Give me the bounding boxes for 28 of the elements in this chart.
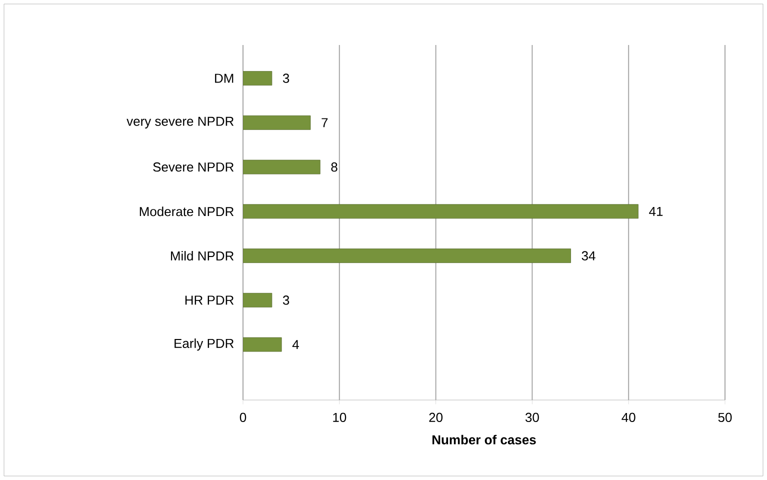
data-label: 7 [322,118,328,128]
x-tick-label: 10 [333,412,346,422]
bar [243,292,272,308]
bar [243,71,272,86]
data-label: 8 [331,162,338,172]
y-tick-label: HR PDR [185,296,234,305]
data-label: 3 [282,74,290,83]
x-tick-label: 20 [429,412,443,422]
y-tick-label: very severe NPDR [126,116,234,128]
bar [243,115,311,130]
y-tick-label: DM [215,74,234,83]
bar [243,248,571,263]
y-tick-label: Moderate NPDR [140,206,234,216]
bar [243,204,638,219]
y-tick-label: Mild NPDR [170,251,234,261]
x-tick-label: 40 [622,412,636,422]
bar [243,337,282,352]
data-label: 4 [292,340,299,350]
x-tick-label: 50 [718,412,732,422]
y-tick-label: Severe NPDR [153,162,234,172]
data-label: 41 [649,206,663,216]
data-label: 34 [582,251,596,260]
x-axis-title: Number of cases [432,434,536,444]
y-tick-label: Early PDR [174,338,234,351]
bar [243,160,320,174]
x-tick-label: 30 [525,412,539,422]
data-label: 3 [282,296,290,305]
x-tick-label: 0 [240,412,246,422]
